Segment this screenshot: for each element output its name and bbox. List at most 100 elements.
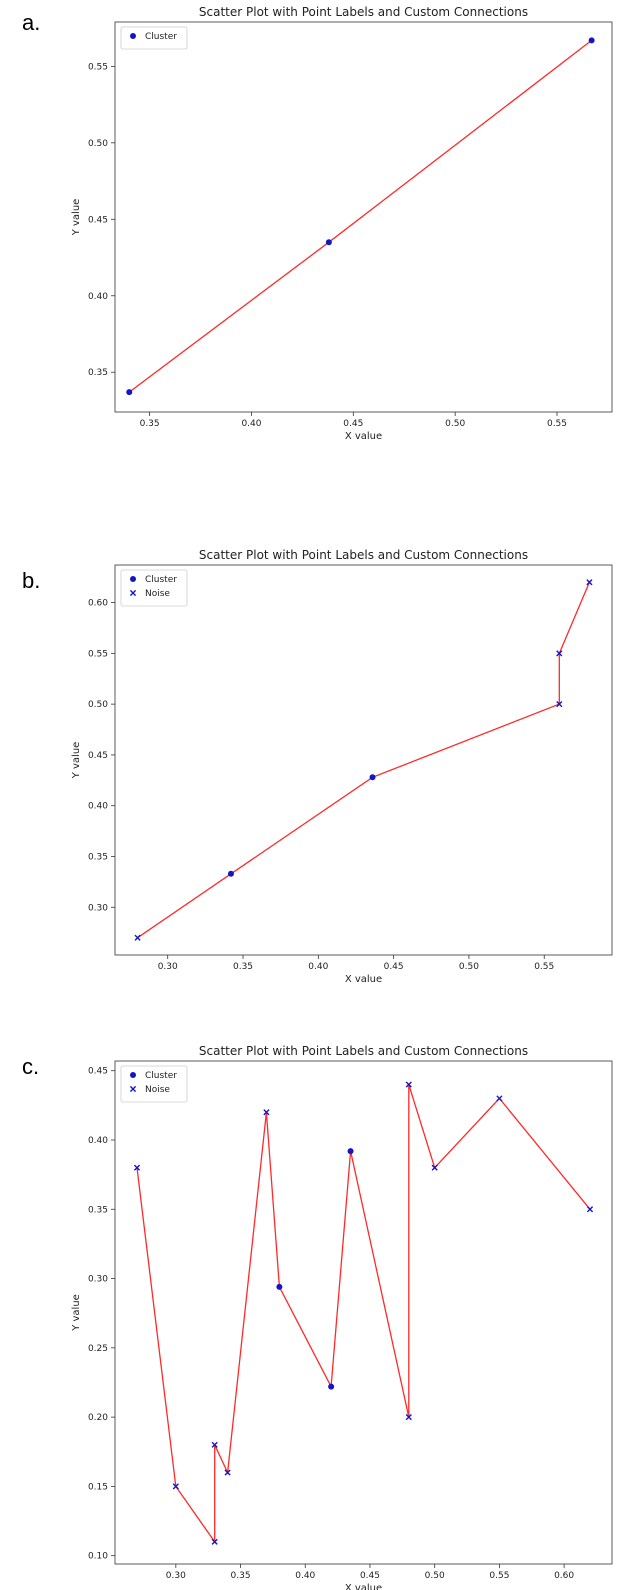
y-tick-label: 0.10: [88, 1552, 108, 1562]
legend-label: Noise: [145, 589, 170, 599]
x-axis-label: X value: [345, 974, 382, 985]
legend-label: Noise: [145, 1085, 170, 1095]
panel-letter-b: b.: [22, 568, 41, 593]
chart-2: Scatter Plot with Point Labels and Custo…: [71, 1044, 613, 1590]
panel-letter-a: a.: [22, 10, 41, 35]
y-tick-label: 0.20: [88, 1413, 108, 1423]
noise-point: [133, 1164, 141, 1171]
cluster-point: [276, 1283, 283, 1290]
noise-point: [224, 1469, 231, 1476]
x-tick-label: 0.40: [295, 1571, 315, 1581]
cluster-point: [588, 37, 595, 44]
x-tick-label: 0.60: [554, 1571, 574, 1581]
y-tick-label: 0.35: [88, 852, 108, 862]
x-tick-label: 0.30: [158, 962, 178, 972]
chart-title: Scatter Plot with Point Labels and Custo…: [199, 1044, 528, 1058]
noise-point: [172, 1483, 179, 1490]
cluster-point: [126, 389, 133, 396]
noise-point-stroke-2: [224, 1469, 231, 1476]
x-tick-label: 0.35: [233, 962, 253, 972]
noise-point: [586, 579, 593, 586]
noise-point: [263, 1109, 270, 1116]
y-tick-label: 0.55: [88, 62, 108, 72]
noise-point: [556, 650, 563, 657]
x-tick-label: 0.55: [547, 419, 567, 429]
legend-label: Cluster: [145, 575, 177, 585]
x-axis-label: X value: [345, 1583, 382, 1590]
y-tick-label: 0.40: [88, 292, 108, 302]
legend: Cluster Noise: [120, 1065, 188, 1103]
y-axis-label: Y value: [71, 742, 82, 780]
legend-x-icon: [129, 589, 137, 597]
legend-x-icon: [129, 1085, 137, 1093]
x-axis-label: X value: [345, 431, 382, 442]
noise-point-stroke-2: [405, 1414, 412, 1421]
plot-frame: [114, 21, 613, 413]
legend-circle-icon: [130, 1072, 136, 1078]
noise-point-stroke-2: [556, 650, 563, 657]
legend-box: [120, 1065, 188, 1103]
legend-box: [120, 26, 188, 50]
noise-point-stroke-2: [496, 1095, 503, 1102]
legend: Cluster: [120, 26, 188, 50]
x-tick-label: 0.50: [459, 962, 479, 972]
noise-point: [211, 1538, 218, 1545]
noise-point: [496, 1095, 503, 1102]
x-tick-label: 0.45: [384, 962, 404, 972]
y-tick-label: 0.30: [88, 903, 108, 913]
noise-point-stroke-2: [133, 1164, 141, 1171]
legend-x-icon-stroke-2: [129, 1085, 137, 1093]
noise-point-stroke-2: [556, 701, 563, 708]
y-tick-label: 0.30: [88, 1275, 108, 1285]
noise-point-stroke-2: [134, 934, 141, 941]
y-tick-label: 0.35: [88, 1205, 108, 1215]
legend-x-icon-stroke-2: [129, 589, 137, 597]
chart-title: Scatter Plot with Point Labels and Custo…: [199, 5, 528, 19]
noise-point: [556, 701, 563, 708]
cluster-point: [328, 1383, 335, 1390]
x-tick-label: 0.40: [241, 419, 261, 429]
noise-point-stroke-2: [263, 1109, 270, 1116]
y-tick-label: 0.45: [88, 751, 108, 761]
x-tick-label: 0.50: [445, 419, 465, 429]
legend-box: [120, 569, 188, 607]
noise-point: [134, 934, 141, 941]
plot-frame: [114, 564, 613, 956]
x-tick-label: 0.35: [140, 419, 160, 429]
noise-point: [211, 1441, 218, 1448]
connection-line: [128, 39, 592, 393]
legend-circle-icon: [130, 33, 136, 39]
y-tick-label: 0.45: [88, 215, 108, 225]
chart-title: Scatter Plot with Point Labels and Custo…: [199, 548, 528, 562]
y-tick-label: 0.60: [88, 599, 108, 609]
y-tick-label: 0.50: [88, 700, 108, 710]
noise-point: [405, 1414, 412, 1421]
chart-1: Scatter Plot with Point Labels and Custo…: [71, 548, 613, 985]
noise-point-stroke-2: [211, 1538, 218, 1545]
x-tick-label: 0.50: [425, 1571, 445, 1581]
y-tick-label: 0.40: [88, 1136, 108, 1146]
y-tick-label: 0.50: [88, 139, 108, 149]
legend-label: Cluster: [145, 32, 177, 42]
connection-line: [137, 582, 590, 939]
legend-circle-icon: [130, 576, 136, 582]
noise-point-stroke-2: [405, 1081, 412, 1088]
x-tick-label: 0.55: [534, 962, 554, 972]
y-axis-label: Y value: [71, 1294, 82, 1332]
y-tick-label: 0.40: [88, 802, 108, 812]
cluster-point: [369, 774, 376, 781]
legend: Cluster Noise: [120, 569, 188, 607]
y-tick-label: 0.15: [88, 1482, 108, 1492]
connection-line: [136, 1084, 591, 1544]
cluster-point: [325, 239, 332, 246]
y-tick-label: 0.35: [88, 368, 108, 378]
y-tick-label: 0.55: [88, 649, 108, 659]
cluster-point: [347, 1148, 354, 1155]
x-tick-label: 0.55: [489, 1571, 509, 1581]
noise-point-stroke-2: [172, 1483, 179, 1490]
x-tick-label: 0.40: [308, 962, 328, 972]
legend-label: Cluster: [145, 1071, 177, 1081]
x-tick-label: 0.45: [343, 419, 363, 429]
panel-letter-c: c.: [22, 1054, 40, 1079]
